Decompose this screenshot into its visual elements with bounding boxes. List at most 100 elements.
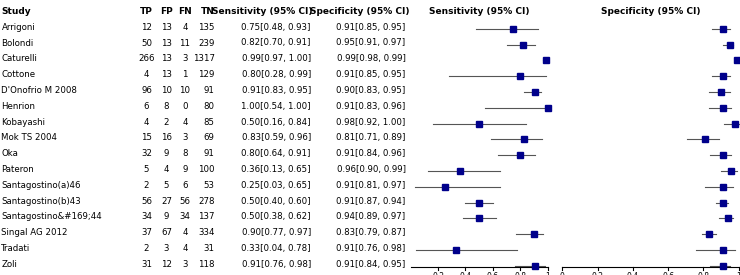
Text: FP: FP: [160, 7, 173, 16]
Text: 31: 31: [204, 244, 215, 253]
Text: 0.33[0.04, 0.78]: 0.33[0.04, 0.78]: [241, 244, 311, 253]
Text: 9: 9: [164, 149, 169, 158]
Text: Bolondi: Bolondi: [1, 39, 34, 48]
Text: 2: 2: [144, 181, 149, 190]
Text: 91: 91: [204, 86, 215, 95]
Text: 4: 4: [182, 228, 188, 237]
Text: 0.99[0.97, 1.00]: 0.99[0.97, 1.00]: [242, 54, 311, 63]
Text: 67: 67: [161, 228, 172, 237]
Text: 32: 32: [141, 149, 152, 158]
Text: 5: 5: [144, 165, 149, 174]
Text: 4: 4: [182, 118, 188, 127]
Text: 96: 96: [141, 86, 152, 95]
Text: Santagostino(a)46: Santagostino(a)46: [1, 181, 81, 190]
Text: 6: 6: [144, 102, 149, 111]
Text: 0.80[0.28, 0.99]: 0.80[0.28, 0.99]: [241, 70, 311, 79]
Text: 3: 3: [182, 54, 188, 63]
Text: 5: 5: [164, 181, 169, 190]
Text: 0.83[0.79, 0.87]: 0.83[0.79, 0.87]: [336, 228, 406, 237]
Text: 100: 100: [198, 165, 215, 174]
Text: 0.95[0.91, 0.97]: 0.95[0.91, 0.97]: [337, 39, 406, 48]
Text: 0.4: 0.4: [627, 272, 639, 275]
Text: 0.8: 0.8: [697, 272, 710, 275]
Text: Kobayashi: Kobayashi: [1, 118, 45, 127]
Text: 0.50[0.40, 0.60]: 0.50[0.40, 0.60]: [241, 197, 311, 206]
Text: 0.83[0.59, 0.96]: 0.83[0.59, 0.96]: [241, 133, 311, 142]
Text: Santagostino&#169;44: Santagostino&#169;44: [1, 213, 102, 221]
Text: 1317: 1317: [192, 54, 215, 63]
Text: 0.91[0.83, 0.95]: 0.91[0.83, 0.95]: [241, 86, 311, 95]
Text: 0.91[0.76, 0.98]: 0.91[0.76, 0.98]: [241, 260, 311, 269]
Text: 0.99[0.98, 0.99]: 0.99[0.98, 0.99]: [337, 54, 406, 63]
Text: 50: 50: [141, 39, 152, 48]
Text: 0.91[0.83, 0.96]: 0.91[0.83, 0.96]: [336, 102, 406, 111]
Text: 0: 0: [182, 102, 188, 111]
Text: 9: 9: [164, 213, 169, 221]
Text: 0.2: 0.2: [432, 272, 444, 275]
Text: 0.94[0.89, 0.97]: 0.94[0.89, 0.97]: [337, 213, 406, 221]
Text: 0.91[0.85, 0.95]: 0.91[0.85, 0.95]: [336, 70, 406, 79]
Text: 27: 27: [161, 197, 172, 206]
Text: 4: 4: [182, 23, 188, 32]
Text: Sensitivity (95% CI): Sensitivity (95% CI): [429, 7, 529, 16]
Text: 4: 4: [144, 70, 149, 79]
Text: 118: 118: [198, 260, 215, 269]
Text: 10: 10: [161, 86, 172, 95]
Text: 0.50[0.16, 0.84]: 0.50[0.16, 0.84]: [241, 118, 311, 127]
Text: 0.80[0.64, 0.91]: 0.80[0.64, 0.91]: [241, 149, 311, 158]
Text: 0.90[0.83, 0.95]: 0.90[0.83, 0.95]: [336, 86, 406, 95]
Text: Mok TS 2004: Mok TS 2004: [1, 133, 58, 142]
Text: 12: 12: [161, 260, 172, 269]
Text: 129: 129: [198, 70, 215, 79]
Text: Sensitivity (95% CI): Sensitivity (95% CI): [212, 7, 312, 16]
Text: 31: 31: [141, 260, 152, 269]
Text: 8: 8: [182, 149, 188, 158]
Text: 80: 80: [204, 102, 215, 111]
Text: 0.91[0.85, 0.95]: 0.91[0.85, 0.95]: [336, 23, 406, 32]
Text: 0: 0: [560, 272, 565, 275]
Text: 0.91[0.84, 0.96]: 0.91[0.84, 0.96]: [336, 149, 406, 158]
Text: 4: 4: [144, 118, 149, 127]
Text: 0.25[0.03, 0.65]: 0.25[0.03, 0.65]: [241, 181, 311, 190]
Text: 0.96[0.90, 0.99]: 0.96[0.90, 0.99]: [337, 165, 406, 174]
Text: 69: 69: [204, 133, 215, 142]
Text: 0.91[0.84, 0.95]: 0.91[0.84, 0.95]: [336, 260, 406, 269]
Text: 56: 56: [180, 197, 190, 206]
Text: 53: 53: [204, 181, 215, 190]
Text: Specificity (95% CI): Specificity (95% CI): [601, 7, 700, 16]
Text: 13: 13: [161, 70, 172, 79]
Text: 334: 334: [198, 228, 215, 237]
Text: 0.6: 0.6: [487, 272, 499, 275]
Text: Arrigoni: Arrigoni: [1, 23, 36, 32]
Text: 0.91[0.76, 0.98]: 0.91[0.76, 0.98]: [336, 244, 406, 253]
Text: Pateron: Pateron: [1, 165, 34, 174]
Text: 0.8: 0.8: [514, 272, 526, 275]
Text: 0.90[0.77, 0.97]: 0.90[0.77, 0.97]: [241, 228, 311, 237]
Text: 1: 1: [545, 272, 550, 275]
Text: TP: TP: [140, 7, 153, 16]
Text: D'Onofrio M 2008: D'Onofrio M 2008: [1, 86, 78, 95]
Text: 0.4: 0.4: [460, 272, 471, 275]
Text: 15: 15: [141, 133, 152, 142]
Text: 1.00[0.54, 1.00]: 1.00[0.54, 1.00]: [241, 102, 311, 111]
Text: 0.91[0.87, 0.94]: 0.91[0.87, 0.94]: [336, 197, 406, 206]
Text: Tradati: Tradati: [1, 244, 31, 253]
Text: 266: 266: [138, 54, 155, 63]
Text: Zoli: Zoli: [1, 260, 17, 269]
Text: 13: 13: [161, 39, 172, 48]
Text: 278: 278: [198, 197, 215, 206]
Text: 34: 34: [141, 213, 152, 221]
Text: 137: 137: [198, 213, 215, 221]
Text: 4: 4: [182, 244, 188, 253]
Text: 239: 239: [198, 39, 215, 48]
Text: TN: TN: [201, 7, 215, 16]
Text: 6: 6: [182, 181, 188, 190]
Text: Study: Study: [1, 7, 31, 16]
Text: 2: 2: [164, 118, 169, 127]
Text: 85: 85: [204, 118, 215, 127]
Text: Henrion: Henrion: [1, 102, 36, 111]
Text: Cottone: Cottone: [1, 70, 36, 79]
Text: 0.6: 0.6: [662, 272, 674, 275]
Text: 12: 12: [141, 23, 152, 32]
Text: 0.98[0.92, 1.00]: 0.98[0.92, 1.00]: [336, 118, 406, 127]
